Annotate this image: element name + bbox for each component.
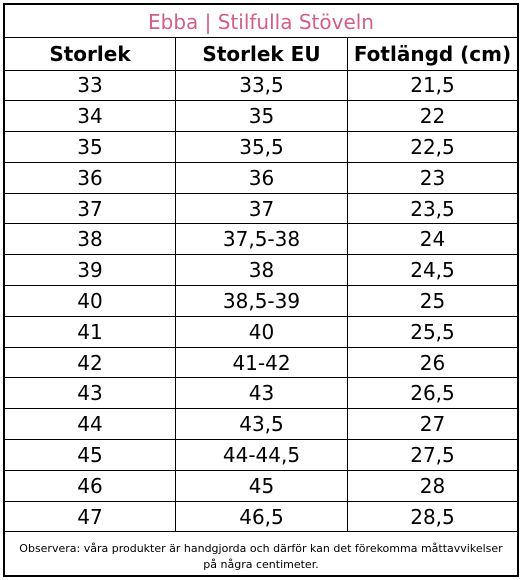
cell-storlek: 46: [5, 470, 176, 502]
table-row: 37 37 23,5: [5, 193, 517, 225]
table-row: 34 35 22: [5, 100, 517, 133]
cell-storlek-eu: 35,5: [175, 131, 348, 163]
header-storlek: Storlek: [5, 38, 176, 71]
cell-storlek: 36: [5, 162, 176, 194]
table-row: 46 45 28: [5, 470, 517, 502]
table-row: 35 35,5 22,5: [5, 131, 517, 163]
header-storlek-eu: Storlek EU: [175, 38, 348, 71]
cell-fotlangd: 21,5: [347, 70, 517, 102]
table-row: 39 38 24,5: [5, 254, 517, 287]
cell-storlek-eu: 35: [175, 100, 348, 133]
header-fotlangd: Fotlängd (cm): [347, 38, 517, 71]
cell-storlek: 40: [5, 285, 176, 317]
cell-storlek: 39: [5, 254, 176, 287]
cell-fotlangd: 24,5: [347, 254, 517, 287]
chart-title: Ebba | Stilfulla Stöveln: [5, 5, 517, 38]
cell-storlek-eu: 38: [175, 254, 348, 287]
disclaimer-note: Observera: våra produkter är handgjorda …: [19, 541, 503, 571]
cell-fotlangd: 26: [347, 347, 517, 379]
table-row: 41 40 25,5: [5, 316, 517, 348]
table-row: 43 43 26,5: [5, 377, 517, 410]
cell-storlek: 45: [5, 439, 176, 471]
cell-storlek: 35: [5, 131, 176, 163]
cell-storlek-eu: 44-44,5: [175, 439, 348, 471]
cell-storlek-eu: 38,5-39: [175, 285, 348, 317]
cell-storlek-eu: 46,5: [175, 501, 348, 533]
cell-storlek: 47: [5, 501, 176, 533]
cell-storlek: 34: [5, 100, 176, 133]
table-row: 42 41-42 26: [5, 347, 517, 379]
cell-fotlangd: 22: [347, 100, 517, 133]
table-row: 36 36 23: [5, 162, 517, 194]
table-row: 40 38,5-39 25: [5, 285, 517, 317]
cell-storlek-eu: 37,5-38: [175, 223, 348, 256]
cell-storlek: 44: [5, 408, 176, 441]
cell-storlek-eu: 41-42: [175, 347, 348, 379]
cell-fotlangd: 26,5: [347, 377, 517, 410]
cell-storlek: 37: [5, 193, 176, 225]
cell-storlek: 43: [5, 377, 176, 410]
cell-storlek-eu: 40: [175, 316, 348, 348]
cell-fotlangd: 22,5: [347, 131, 517, 163]
cell-storlek-eu: 43,5: [175, 408, 348, 441]
cell-storlek: 33: [5, 70, 176, 102]
cell-fotlangd: 25,5: [347, 316, 517, 348]
cell-storlek: 41: [5, 316, 176, 348]
table-row: 38 37,5-38 24: [5, 223, 517, 256]
cell-storlek-eu: 37: [175, 193, 348, 225]
table-row: 33 33,5 21,5: [5, 70, 517, 102]
table-row: 45 44-44,5 27,5: [5, 439, 517, 471]
cell-storlek-eu: 45: [175, 470, 348, 502]
cell-fotlangd: 27,5: [347, 439, 517, 471]
size-chart: Ebba | Stilfulla Stöveln Storlek Storlek…: [3, 3, 519, 577]
table-row: 44 43,5 27: [5, 408, 517, 441]
cell-storlek-eu: 43: [175, 377, 348, 410]
cell-fotlangd: 23,5: [347, 193, 517, 225]
cell-fotlangd: 23: [347, 162, 517, 194]
cell-fotlangd: 28,5: [347, 501, 517, 533]
cell-fotlangd: 25: [347, 285, 517, 317]
table-header-row: Storlek Storlek EU Fotlängd (cm): [5, 38, 517, 71]
cell-storlek: 38: [5, 223, 176, 256]
cell-storlek-eu: 36: [175, 162, 348, 194]
cell-fotlangd: 24: [347, 223, 517, 256]
cell-fotlangd: 28: [347, 470, 517, 502]
cell-fotlangd: 27: [347, 408, 517, 441]
cell-storlek-eu: 33,5: [175, 70, 348, 102]
cell-storlek: 42: [5, 347, 176, 379]
table-row: 47 46,5 28,5: [5, 501, 517, 533]
size-table: Storlek Storlek EU Fotlängd (cm) 33 33,5 2…: [5, 38, 517, 533]
